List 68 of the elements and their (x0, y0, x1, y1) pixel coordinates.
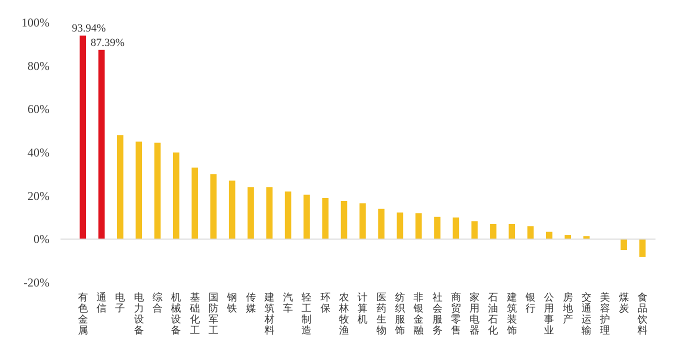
x-tick-label: 医药生物 (376, 292, 386, 336)
x-tick-label: 建筑装饰 (506, 292, 517, 336)
data-label: 87.39% (90, 36, 124, 49)
x-tick-label: 环保 (320, 292, 330, 314)
bar (117, 135, 124, 240)
y-tick-label: 80% (28, 58, 50, 73)
x-tick-label: 基础化工 (188, 292, 200, 336)
bar (508, 224, 516, 240)
bar (322, 198, 329, 240)
x-tick-label: 美容护理 (599, 292, 610, 336)
bar (228, 180, 236, 240)
bar (98, 50, 105, 240)
bar (172, 152, 180, 240)
x-tick-label: 传媒 (246, 292, 256, 314)
x-tick-label: 食品饮料 (636, 292, 648, 336)
bar (471, 221, 478, 240)
bar (284, 192, 292, 240)
x-tick-label: 公用事业 (544, 292, 554, 336)
bar (396, 212, 404, 240)
bar (266, 187, 273, 240)
bar (359, 203, 366, 240)
bar (304, 194, 310, 240)
x-tick-label: 汽车 (283, 292, 294, 314)
x-tick-label: 纺织服饰 (394, 292, 405, 336)
bar (136, 142, 142, 240)
x-tick-label: 综合 (152, 292, 162, 314)
bar (248, 187, 254, 240)
bar (415, 213, 422, 240)
y-tick-label: 60% (28, 102, 50, 116)
bar (639, 239, 646, 257)
bar (192, 168, 198, 240)
y-tick-label: 100% (22, 16, 50, 30)
bar (452, 218, 460, 240)
bar (80, 36, 86, 240)
bar (378, 208, 384, 240)
x-tick-label: 煤炭 (618, 292, 629, 314)
bar (210, 174, 217, 240)
x-tick-label: 轻工制造 (302, 292, 312, 336)
y-tick-label: 20% (28, 188, 50, 203)
x-tick-label: 通信 (96, 292, 107, 314)
x-tick-label: 建筑材料 (263, 292, 274, 336)
x-tick-label: 社会服务 (432, 292, 442, 336)
bar (434, 216, 440, 240)
x-tick-label: 计算机 (358, 292, 368, 326)
bar (340, 201, 348, 240)
x-tick-label: 家用电器 (470, 292, 480, 336)
x-tick-label: 钢铁 (226, 292, 238, 314)
x-tick-label: 银行 (524, 292, 536, 314)
y-tick-label: 0% (34, 232, 50, 246)
y-tick-label: 40% (28, 146, 50, 160)
x-tick-label: 非银金融 (412, 292, 424, 336)
x-tick-label: 商贸零售 (450, 292, 461, 336)
bar (546, 232, 552, 240)
data-label: 93.94% (72, 22, 106, 35)
x-tick-label: 有色金属 (78, 292, 88, 336)
bar (490, 224, 496, 240)
x-tick-label: 房地产 (562, 292, 573, 326)
x-tick-label: 国防军工 (208, 292, 218, 336)
x-tick-label: 石油石化 (488, 292, 498, 336)
bar (527, 226, 534, 240)
bar (620, 239, 627, 250)
x-tick-label: 交通运输 (581, 292, 592, 336)
x-tick-label: 机械设备 (171, 292, 182, 336)
y-tick-label: -20% (24, 276, 50, 290)
bar (154, 142, 161, 240)
x-tick-label: 农林牧渔 (338, 292, 350, 336)
x-tick-label: 电子 (115, 292, 126, 314)
x-tick-label: 电力设备 (134, 292, 144, 336)
